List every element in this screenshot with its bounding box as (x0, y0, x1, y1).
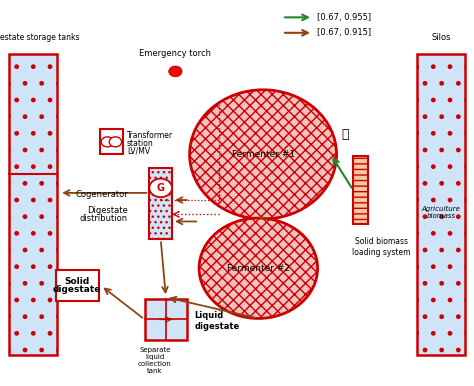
Ellipse shape (190, 90, 337, 219)
Text: Separate
liquid
collection
tank: Separate liquid collection tank (138, 347, 172, 374)
Circle shape (149, 179, 172, 197)
Ellipse shape (199, 218, 318, 318)
Text: Digestate storage tanks: Digestate storage tanks (0, 34, 80, 42)
Text: distribution: distribution (80, 214, 128, 223)
Text: Silos: Silos (431, 34, 451, 42)
Text: Cogenerator: Cogenerator (75, 190, 128, 200)
Bar (149, 168, 172, 239)
Text: [0.67, 0.955]: [0.67, 0.955] (317, 13, 371, 22)
Circle shape (109, 137, 121, 147)
Text: [0.67, 0.915]: [0.67, 0.915] (317, 28, 371, 37)
Bar (145, 299, 187, 340)
Text: digestate: digestate (53, 285, 101, 294)
Bar (353, 156, 368, 224)
Text: Fermenter #1: Fermenter #1 (231, 150, 295, 159)
Text: Solid biomass
loading system: Solid biomass loading system (352, 237, 411, 257)
Text: Digestate: Digestate (87, 206, 128, 215)
Bar (9, 54, 57, 355)
Bar (417, 54, 465, 355)
Text: Solid: Solid (64, 277, 90, 286)
Text: Liquid
digestate: Liquid digestate (194, 312, 239, 331)
Bar (100, 129, 123, 154)
Text: Fermenter #2: Fermenter #2 (227, 264, 290, 273)
Text: 🚜: 🚜 (341, 128, 348, 141)
Text: G: G (157, 183, 164, 193)
Text: Transformer: Transformer (127, 131, 173, 140)
Text: Agriculture
biomass: Agriculture biomass (421, 206, 460, 219)
Circle shape (101, 137, 113, 147)
Circle shape (169, 66, 182, 77)
Text: station: station (127, 139, 154, 147)
Text: LV/MV: LV/MV (127, 146, 150, 155)
Bar (56, 270, 99, 301)
Text: Emergency torch: Emergency torch (139, 49, 211, 58)
